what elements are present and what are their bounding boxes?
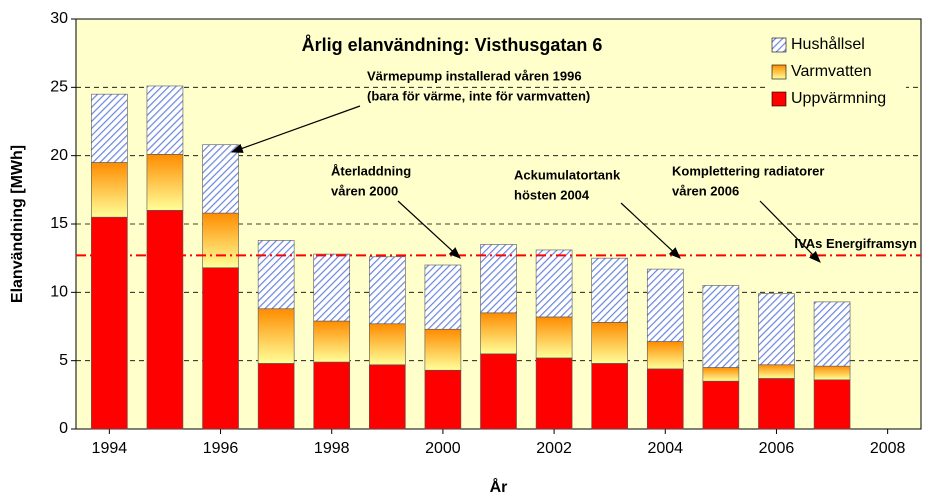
x-tick-label: 1996 <box>203 440 239 457</box>
bar-segment <box>91 93 128 163</box>
y-tick-label: 5 <box>59 352 68 369</box>
x-tick-label: 2000 <box>425 440 461 457</box>
bar-segment <box>369 256 406 325</box>
bar-segment <box>91 216 128 430</box>
bar-segment <box>257 308 295 364</box>
x-tick-label: 1994 <box>92 440 128 457</box>
annotation: Återladdning <box>331 163 411 178</box>
y-tick-label: 30 <box>50 10 68 27</box>
bar-segment <box>758 293 795 366</box>
bar-segment <box>146 210 184 430</box>
y-tick-label: 20 <box>50 147 68 164</box>
annotation: våren 2000 <box>331 183 398 198</box>
annotation-arrow <box>620 202 681 259</box>
bar-segment <box>591 363 628 430</box>
x-tick-label: 2008 <box>870 440 906 457</box>
bar-segment <box>313 320 351 363</box>
legend-label: Uppvärmning <box>791 90 886 107</box>
annotation-arrow <box>759 200 821 263</box>
y-tick-label: 0 <box>59 420 68 437</box>
bar-segment <box>257 240 295 310</box>
y-tick-label: 25 <box>50 79 68 96</box>
bar-segment <box>424 264 462 330</box>
bar-segment <box>646 368 684 430</box>
annotation-arrow <box>230 105 361 153</box>
bar-segment <box>202 212 239 269</box>
bar-segment <box>424 369 462 430</box>
bar-segment <box>702 367 740 382</box>
bar-segment <box>91 162 128 218</box>
bar-segment <box>313 361 351 430</box>
bar-segment <box>480 353 517 430</box>
bar-segment <box>646 268 684 342</box>
annotation: Värmepump installerad våren 1996 <box>367 68 582 83</box>
bar-segment <box>535 357 573 430</box>
annotation: Komplettering radiatorer <box>672 163 824 178</box>
bar-segment <box>202 267 239 430</box>
x-axis-label: År <box>490 477 508 496</box>
bar-segment <box>758 364 795 379</box>
bar-segment <box>591 322 628 364</box>
bar-segment <box>480 312 517 355</box>
legend-swatch <box>771 37 787 53</box>
bar-segment <box>146 85 184 155</box>
annotation: hösten 2004 <box>514 187 590 202</box>
bar-segment <box>813 379 851 430</box>
annotation-arrow <box>397 200 461 259</box>
bar-segment <box>369 323 406 366</box>
annotation: (bara för värme, inte för varmvatten) <box>367 88 590 103</box>
x-tick-label: 2004 <box>647 440 683 457</box>
bar-segment <box>813 301 851 367</box>
bar-segment <box>369 364 406 430</box>
bar-segment <box>535 316 573 359</box>
x-tick-label: 1998 <box>314 440 350 457</box>
bar-segment <box>813 365 851 381</box>
y-axis-label: Elanvändning [MWh] <box>9 145 26 303</box>
legend-swatch <box>771 91 787 107</box>
bar-segment <box>758 378 795 430</box>
bar-segment <box>702 380 740 430</box>
bar-segment <box>257 363 295 430</box>
reference-label: IVAs Energiframsyn <box>794 236 917 251</box>
annotation: Ackumulatortank <box>514 167 621 182</box>
legend-label: Varmvatten <box>791 63 872 80</box>
bar-segment <box>424 328 462 371</box>
legend-swatch <box>771 64 787 80</box>
legend-label: Hushållsel <box>791 35 865 53</box>
legend-box <box>768 30 906 116</box>
bar-segment <box>591 257 628 323</box>
y-tick-label: 15 <box>50 215 68 232</box>
annotation: våren 2006 <box>672 183 739 198</box>
bar-segment <box>313 253 351 322</box>
bar-segment <box>535 249 573 318</box>
bar-segment <box>146 154 184 211</box>
x-tick-label: 2002 <box>536 440 572 457</box>
bar-segment <box>202 144 239 214</box>
bar-segment <box>702 285 740 368</box>
x-tick-label: 2006 <box>759 440 795 457</box>
bar-segment <box>646 341 684 370</box>
y-tick-label: 10 <box>50 284 68 301</box>
chart-title: Årlig elanvändning: Visthusgatan 6 <box>302 35 603 55</box>
